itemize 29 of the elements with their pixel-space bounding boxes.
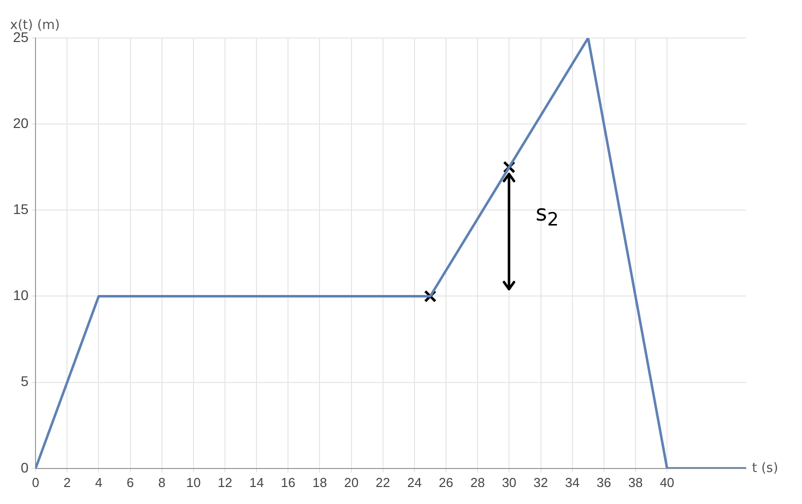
x-tick-label: 20 [344,474,359,490]
x-tick-label: 8 [158,474,166,490]
x-tick-label: 38 [628,474,643,490]
x-tick-label: 16 [280,474,296,490]
x-tick-label: 2 [64,474,71,490]
x-tick-label: 0 [32,474,40,490]
x-axis-title: t (s) [752,460,778,476]
x-tick-label: 6 [126,474,134,490]
x-tick-label: 24 [407,474,422,490]
x-tick-label: 28 [470,474,485,490]
x-tick-label: 12 [218,474,232,490]
x-tick-label: 10 [186,474,201,490]
x-tick-label: 22 [376,474,390,490]
y-axis-title: x(t) (m) [10,18,60,33]
x-tick-label: 18 [312,474,327,490]
y-tick-label: 5 [20,373,29,390]
x-tick-label: 34 [565,474,580,490]
y-tick-label: 20 [12,114,29,131]
x-tick-label: 36 [596,474,612,490]
x-tick-label: 30 [502,474,516,490]
annotation: s$_{2}$ [536,200,559,230]
x-tick-label: 26 [438,474,454,490]
y-tick-label: 15 [12,201,29,218]
x-tick-label: 40 [660,474,674,490]
x-tick-label: 14 [249,474,264,490]
x-tick-label: 4 [95,474,102,490]
y-tick-label: 0 [20,459,29,476]
x-tick-label: 32 [534,474,548,490]
y-tick-label: 10 [12,287,29,304]
